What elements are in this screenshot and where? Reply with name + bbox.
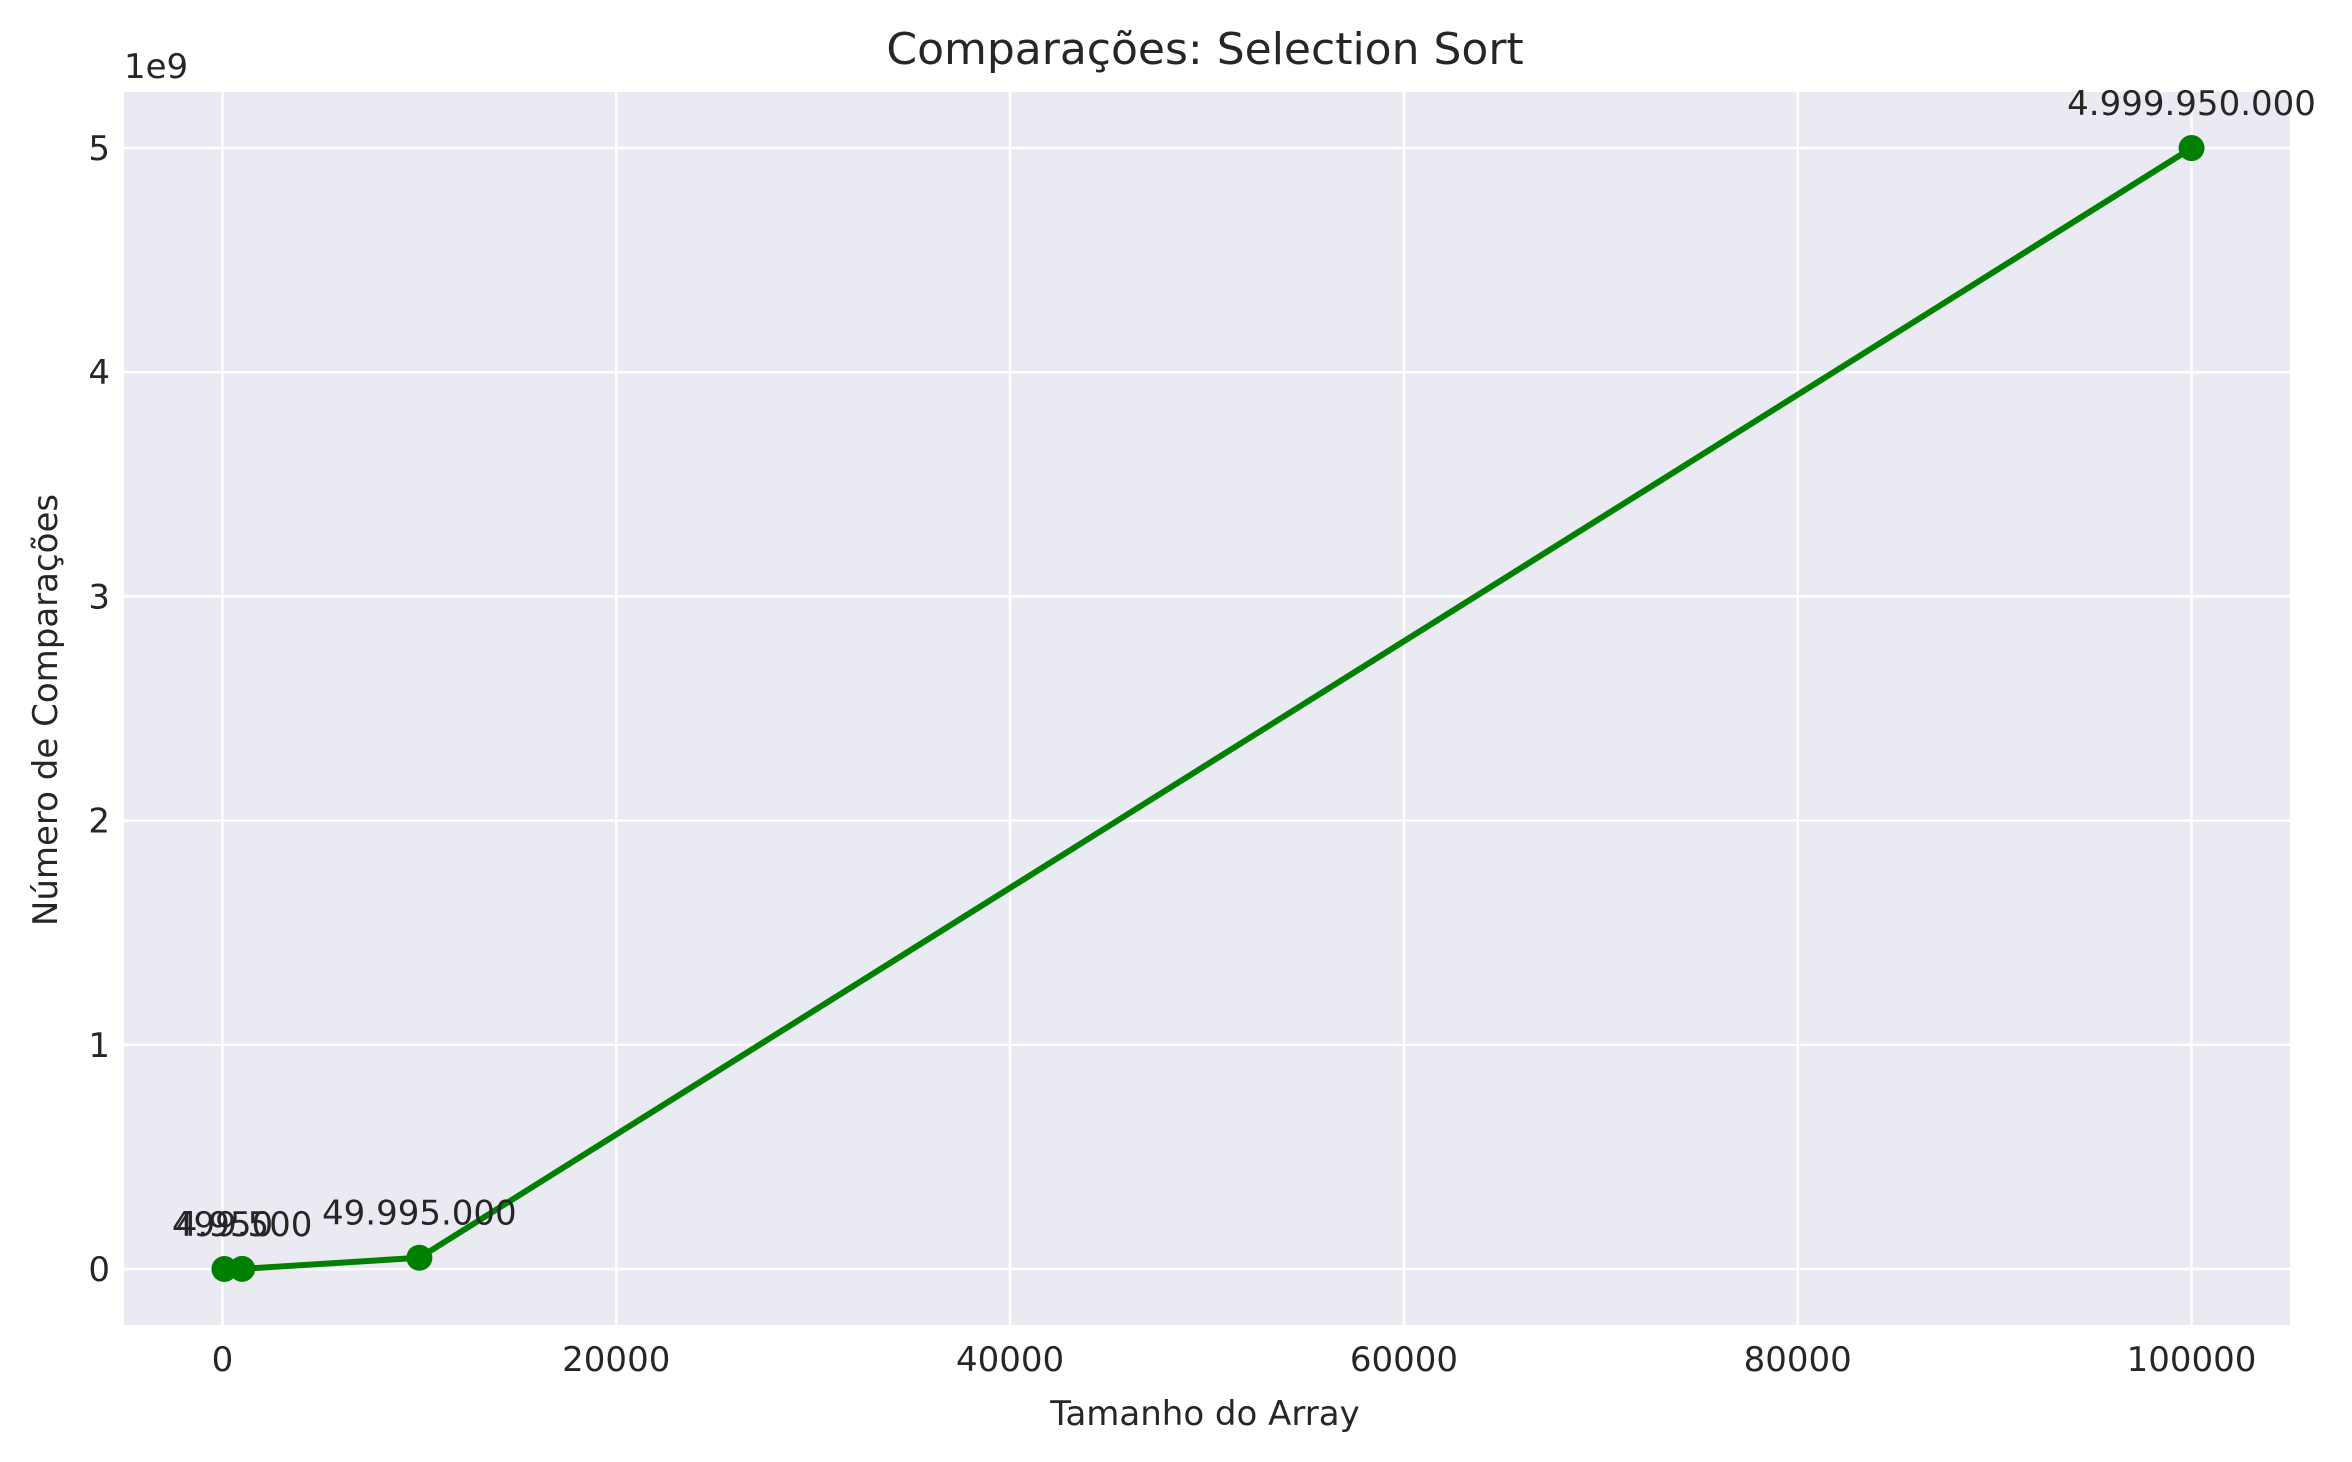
y-tick-label: 2 xyxy=(88,802,110,842)
tick-label-layer: 0 20000 40000 60000 80000 100000 0 1 2 3 4 5 xyxy=(88,129,2256,1380)
x-tick-label: 20000 xyxy=(562,1340,670,1380)
grid xyxy=(124,92,2290,1325)
x-tick-label: 80000 xyxy=(1744,1340,1852,1380)
plot-area xyxy=(124,92,2290,1325)
x-tick-label: 100000 xyxy=(2127,1340,2257,1380)
series-layer xyxy=(211,135,2205,1282)
y-tick-label: 5 xyxy=(88,129,110,169)
data-label: 4.950 xyxy=(176,1205,273,1245)
data-label: 49.995.000 xyxy=(322,1194,517,1234)
x-tick-label: 40000 xyxy=(956,1340,1064,1380)
data-point xyxy=(229,1255,256,1282)
y-tick-label: 0 xyxy=(88,1250,110,1290)
data-point xyxy=(2178,135,2205,162)
y-axis-offset-label: 1e9 xyxy=(124,47,188,87)
y-tick-label: 3 xyxy=(88,577,110,617)
data-label: 4.999.950.000 xyxy=(2067,84,2316,124)
chart-title: Comparações: Selection Sort xyxy=(886,24,1523,75)
y-tick-label: 4 xyxy=(88,353,110,393)
y-tick-label: 1 xyxy=(88,1026,110,1066)
data-label: 499.500 xyxy=(172,1205,313,1245)
x-axis-label: Tamanho do Array xyxy=(1049,1394,1359,1434)
x-tick-label: 0 xyxy=(212,1340,234,1380)
data-point xyxy=(406,1244,433,1271)
x-tick-label: 60000 xyxy=(1350,1340,1458,1380)
y-axis-label: Número de Comparações xyxy=(26,494,66,926)
